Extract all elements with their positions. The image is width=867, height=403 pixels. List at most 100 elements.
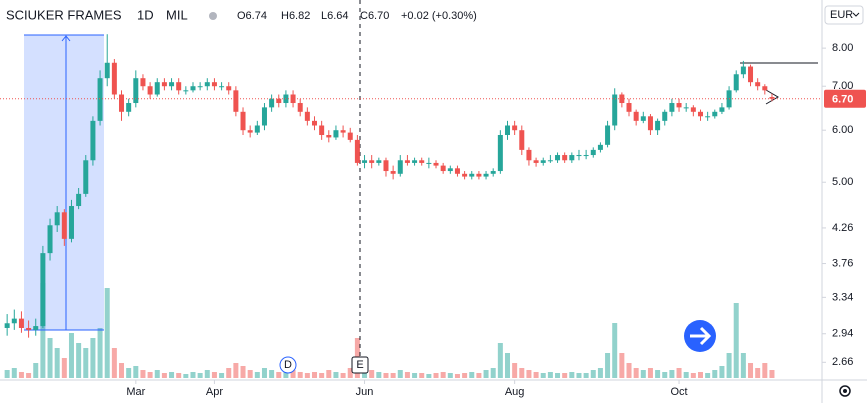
- candle-body: [333, 130, 339, 138]
- volume-bar: [197, 373, 203, 378]
- volume-bar: [369, 370, 375, 378]
- volume-bar: [669, 370, 675, 378]
- volume-bar: [269, 370, 275, 378]
- volume-bar: [626, 363, 632, 378]
- candle-body: [640, 116, 646, 121]
- volume-bar: [483, 370, 489, 378]
- candle-body: [605, 125, 611, 145]
- candle-body: [647, 116, 653, 131]
- volume-bar: [712, 370, 718, 378]
- symbol-title[interactable]: SCIUKER FRAMES: [6, 7, 122, 22]
- volume-bar: [683, 372, 689, 378]
- candle-body: [347, 132, 353, 140]
- candle-body: [11, 318, 17, 324]
- volume-bar: [519, 368, 525, 378]
- candle-body: [18, 318, 24, 328]
- candle-body: [433, 162, 439, 166]
- candle-body: [490, 171, 496, 174]
- candle-body: [126, 103, 132, 112]
- volume-bar: [676, 368, 682, 378]
- candle-body: [633, 111, 639, 121]
- volume-bar: [719, 366, 725, 378]
- settings-icon-core: [843, 389, 847, 393]
- candle-body: [47, 225, 53, 254]
- volume-bar: [748, 363, 754, 378]
- interval[interactable]: 1D: [137, 7, 154, 22]
- header-bg: [2, 4, 130, 28]
- volume-bar: [247, 370, 253, 378]
- volume-bar: [512, 363, 518, 378]
- currency[interactable]: EUR: [830, 9, 853, 21]
- candle-body: [769, 97, 775, 99]
- volume-bar: [304, 373, 310, 378]
- candle-body: [447, 168, 453, 172]
- volume-bar: [226, 368, 232, 378]
- currency-button[interactable]: [824, 5, 864, 25]
- volume-bar: [547, 372, 553, 378]
- candle-body: [576, 155, 582, 157]
- measure-arrow-head: [61, 35, 71, 42]
- candle-body: [540, 160, 546, 163]
- candle-body: [54, 212, 60, 226]
- volume-bar: [404, 372, 410, 378]
- candle-body: [748, 66, 754, 83]
- volume-bar: [11, 368, 17, 378]
- volume-bar: [397, 370, 403, 378]
- candle-body: [354, 139, 360, 163]
- candle-body: [247, 130, 253, 133]
- y-tick-label: 8.00: [832, 42, 853, 54]
- candle-body: [169, 82, 175, 87]
- measure-box[interactable]: [24, 35, 104, 330]
- volume-bar: [605, 353, 611, 378]
- volume-bar: [90, 338, 96, 378]
- volume-bar: [383, 373, 389, 378]
- x-tick-label: Mar: [126, 386, 145, 398]
- candle-body: [362, 160, 368, 163]
- volume-bar: [119, 363, 125, 378]
- volume-bar: [662, 372, 668, 378]
- candle-body: [304, 111, 310, 121]
- volume-bar: [261, 368, 267, 378]
- ohlc-change: +0.02 (+0.30%): [401, 10, 477, 22]
- candle-body: [683, 107, 689, 109]
- y-tick-label: 5.00: [832, 176, 853, 188]
- volume-bar: [233, 363, 239, 378]
- candle-body: [669, 103, 675, 112]
- dividend-marker[interactable]: [279, 356, 297, 374]
- candle-body: [569, 155, 575, 161]
- candle-body: [83, 160, 89, 194]
- exchange: MIL: [166, 7, 188, 22]
- ohlc-high: H6.82: [281, 10, 310, 22]
- volume-bar: [319, 373, 325, 378]
- candle-body: [755, 82, 761, 87]
- settings-icon[interactable]: [839, 385, 851, 397]
- earnings-marker[interactable]: [351, 356, 369, 374]
- candle-body: [261, 107, 267, 126]
- drawing-layer: [24, 0, 818, 358]
- candle-body: [276, 98, 282, 104]
- volume-bar: [769, 370, 775, 378]
- volume-bar: [469, 372, 475, 378]
- x-tick-label: Jun: [356, 386, 374, 398]
- candle-body: [290, 94, 296, 104]
- candle-body: [119, 94, 125, 112]
- candle-body: [533, 160, 539, 163]
- candle-body: [376, 160, 382, 163]
- volume-bar: [733, 303, 739, 378]
- candle-body: [269, 98, 275, 108]
- candle-body: [397, 160, 403, 174]
- candle-body: [312, 120, 318, 126]
- candle-body: [219, 86, 225, 88]
- candle-body: [655, 120, 661, 131]
- candle-body: [190, 86, 196, 91]
- volume-bar: [569, 372, 575, 378]
- volume-bar: [47, 338, 53, 378]
- candle-body: [412, 160, 418, 163]
- dividend-label: D: [284, 359, 292, 371]
- volume-bar: [619, 353, 625, 378]
- volume-bar: [126, 368, 132, 378]
- candle-body: [161, 82, 167, 87]
- volume-bar: [104, 288, 110, 378]
- earnings-label: E: [356, 359, 363, 371]
